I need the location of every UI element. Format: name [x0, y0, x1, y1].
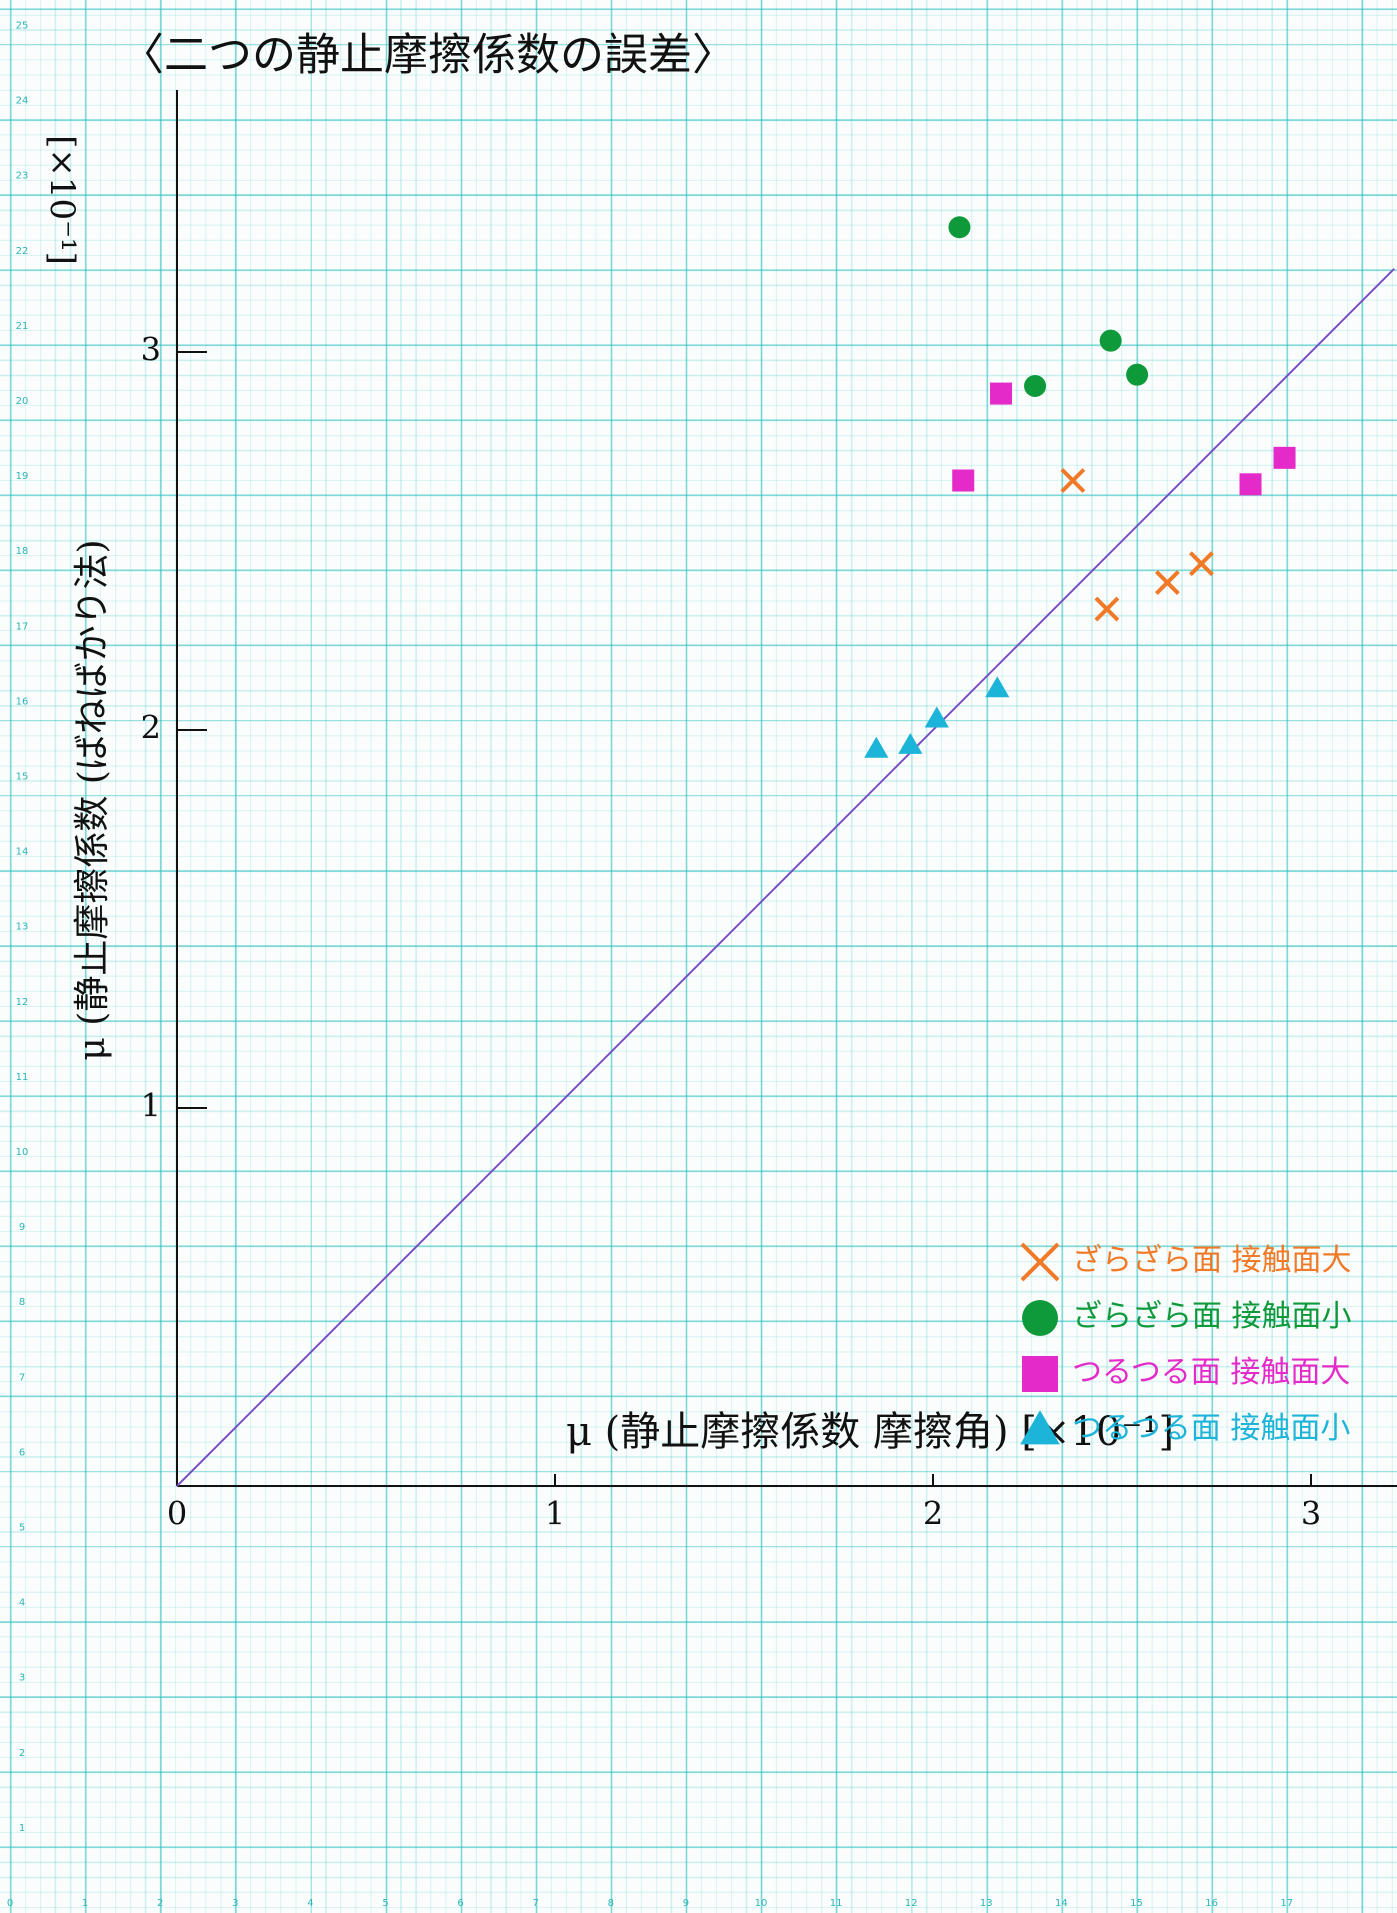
paper-scale-label: 5: [19, 1523, 25, 1534]
paper-scale-label: 2: [19, 1748, 25, 1759]
paper-scale-label: 13: [980, 1898, 993, 1909]
marker-x: [1096, 598, 1118, 620]
y-tick-label: 2: [141, 709, 161, 747]
chart-title: 〈二つの静止摩擦係数の誤差〉: [120, 30, 736, 81]
marker-triangle: [985, 676, 1009, 697]
marker-x: [1156, 572, 1178, 594]
paper-scale-label: 3: [232, 1898, 238, 1909]
paper-scale-label: 25: [16, 21, 29, 32]
x-tick-label: 1: [545, 1495, 565, 1533]
chart: 〈二つの静止摩擦係数の誤差〉 μ (静止摩擦係数 摩擦角) [×10⁻¹] μ …: [0, 0, 1397, 1913]
paper-scale-label: 18: [16, 546, 29, 557]
paper-scale-label: 17: [16, 621, 29, 632]
paper-scale-label: 10: [755, 1898, 768, 1909]
paper-scale-label: 9: [683, 1898, 689, 1909]
paper-scale-label: 22: [16, 246, 29, 257]
paper-scale-label: 4: [307, 1898, 313, 1909]
legend-label: ざらざら面 接触面小: [1072, 1299, 1352, 1334]
paper-scale-label: 11: [830, 1898, 843, 1909]
paper-scale-label: 16: [16, 696, 29, 707]
paper-scale-label: 20: [16, 396, 29, 407]
marker-circle: [1024, 375, 1046, 397]
paper-scale-label: 3: [19, 1673, 25, 1684]
paper-scale-label: 4: [19, 1598, 25, 1609]
paper-scale-label: 8: [608, 1898, 614, 1909]
y-tick-label: 3: [141, 331, 161, 369]
page: 〈二つの静止摩擦係数の誤差〉 μ (静止摩擦係数 摩擦角) [×10⁻¹] μ …: [0, 0, 1397, 1913]
marker-circle: [1100, 330, 1122, 352]
x-tick-label: 2: [923, 1495, 943, 1533]
y-axis-unit: [×10⁻¹]: [42, 135, 82, 265]
paper-scale-label: 15: [16, 772, 29, 783]
paper-scale-label: 15: [1130, 1898, 1143, 1909]
marker-square: [990, 383, 1012, 405]
paper-scale-label: 6: [19, 1447, 25, 1458]
marker-square: [1240, 473, 1262, 495]
marker-square: [1274, 447, 1296, 469]
paper-scale-label: 14: [1055, 1898, 1068, 1909]
legend-label: つるつる面 接触面大: [1072, 1355, 1350, 1390]
paper-scale-label: 24: [16, 96, 29, 107]
marker-circle: [1022, 1300, 1058, 1336]
marker-triangle: [864, 737, 888, 758]
marker-x: [1190, 553, 1212, 575]
paper-scale-label: 7: [19, 1372, 25, 1383]
paper-scale-label: 19: [16, 471, 29, 482]
legend-label: ざらざら面 接触面大: [1072, 1243, 1352, 1278]
legend-label: つるつる面 接触面小: [1072, 1411, 1350, 1446]
y-tick-label: 1: [141, 1087, 161, 1125]
paper-scale-label: 7: [533, 1898, 539, 1909]
paper-scale-label: 0: [7, 1898, 13, 1909]
paper-scale-label: 21: [16, 321, 29, 332]
marker-square: [952, 470, 974, 492]
origin-label: 0: [167, 1495, 187, 1533]
paper-scale-label: 14: [16, 847, 29, 858]
paper-scale-label: 12: [905, 1898, 918, 1909]
paper-scale-label: 9: [19, 1222, 25, 1233]
marker-square: [1022, 1356, 1058, 1392]
paper-scale-label: 23: [16, 171, 29, 182]
paper-scale-label: 2: [157, 1898, 163, 1909]
paper-scale-label: 16: [1205, 1898, 1218, 1909]
marker-x: [1022, 1244, 1058, 1280]
paper-scale-label: 5: [382, 1898, 388, 1909]
paper-scale-label: 11: [16, 1072, 29, 1083]
paper-scale-label: 12: [16, 997, 29, 1008]
x-tick-label: 3: [1301, 1495, 1321, 1533]
paper-scale-label: 8: [19, 1297, 25, 1308]
paper-scale-label: 13: [16, 922, 29, 933]
marker-circle: [1126, 364, 1148, 386]
paper-scale-label: 1: [82, 1898, 88, 1909]
paper-scale-label: 1: [19, 1823, 25, 1834]
y-axis-label: μ (静止摩擦係数 (ばねばかり法): [72, 539, 113, 1060]
paper-scale-label: 6: [457, 1898, 463, 1909]
marker-circle: [948, 216, 970, 238]
paper-scale-label: 10: [16, 1147, 29, 1158]
paper-scale-label: 17: [1280, 1898, 1293, 1909]
marker-x: [1062, 470, 1084, 492]
